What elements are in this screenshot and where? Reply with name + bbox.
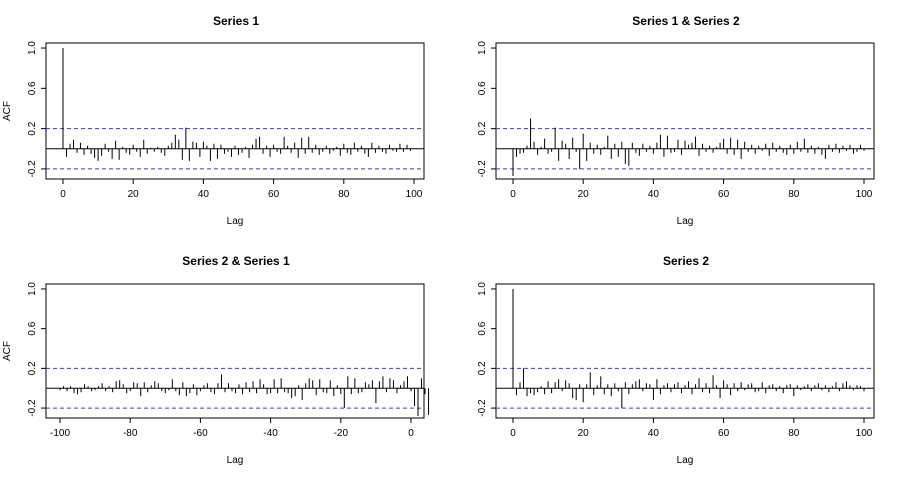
y-tick-label: -0.2: [477, 399, 488, 417]
x-tick-label: 40: [648, 189, 660, 200]
x-tick-label: 60: [718, 428, 730, 439]
x-tick-label: 100: [856, 428, 873, 439]
x-tick-label: 60: [718, 189, 730, 200]
x-tick-label: -40: [263, 428, 278, 439]
y-tick-label: 1.0: [477, 41, 488, 55]
plot-frame: [495, 42, 875, 180]
x-tick-label: 40: [198, 189, 210, 200]
x-axis-label: Lag: [227, 216, 244, 227]
x-tick-label: 80: [788, 189, 800, 200]
x-tick-label: -80: [123, 428, 138, 439]
plot-frame: [495, 283, 875, 419]
x-tick-label: 20: [128, 189, 140, 200]
y-tick-label: 0.6: [477, 321, 488, 335]
y-axis-label: ACF: [2, 101, 13, 121]
x-tick-label: 20: [578, 428, 590, 439]
x-tick-label: 100: [856, 189, 873, 200]
acf-panel-3: Series 2 & Series 1 -100 -80 -60 -40 -20 0 -0.2…: [2, 254, 430, 466]
y-tick-label: 1.0: [27, 41, 38, 55]
acf-panel-1: Series 1 0 20 40 60 80 100 -0.2 0.2 0.6 1.0 Lag ACF: [2, 14, 425, 227]
x-axis-label: Lag: [677, 216, 694, 227]
y-tick-label: 1.0: [27, 282, 38, 296]
acf-panel-4: Series 2 0 20 40 60 80 100 -0.2 0.2 0.6 1.0 Lag: [477, 254, 875, 466]
y-tick-label: 0.6: [27, 321, 38, 335]
chart-title: Series 2 & Series 1: [182, 254, 290, 268]
y-tick-label: 0.6: [477, 81, 488, 95]
plot-frame: [45, 283, 425, 419]
y-tick-label: 0.2: [27, 361, 38, 375]
x-tick-label: 0: [60, 189, 66, 200]
x-tick-label: -60: [193, 428, 208, 439]
x-tick-label: -100: [50, 428, 70, 439]
y-tick-label: 1.0: [477, 282, 488, 296]
x-tick-label: 40: [648, 428, 660, 439]
x-tick-label: 0: [510, 428, 516, 439]
x-tick-label: 80: [338, 189, 350, 200]
x-axis-label: Lag: [677, 455, 694, 466]
y-tick-label: -0.2: [27, 160, 38, 178]
plot-frame: [45, 42, 425, 180]
x-tick-label: 0: [510, 189, 516, 200]
y-tick-label: 0.2: [27, 121, 38, 135]
x-tick-label: 0: [408, 428, 414, 439]
chart-title: Series 2: [663, 254, 709, 268]
acf-panel-2: Series 1 & Series 2 0 20 40 60 80 100 -0.2 0.2 0.…: [477, 14, 875, 227]
y-tick-label: 0.2: [477, 361, 488, 375]
chart-title: Series 1 & Series 2: [632, 14, 740, 28]
x-tick-label: 60: [268, 189, 280, 200]
y-axis-label: ACF: [2, 341, 13, 361]
x-tick-label: 20: [578, 189, 590, 200]
x-tick-label: -20: [334, 428, 349, 439]
y-tick-label: 0.6: [27, 81, 38, 95]
y-tick-label: -0.2: [477, 160, 488, 178]
y-tick-label: -0.2: [27, 399, 38, 417]
y-tick-label: 0.2: [477, 121, 488, 135]
chart-title: Series 1: [213, 14, 259, 28]
x-tick-label: 100: [406, 189, 423, 200]
x-tick-label: 80: [788, 428, 800, 439]
x-axis-label: Lag: [227, 455, 244, 466]
